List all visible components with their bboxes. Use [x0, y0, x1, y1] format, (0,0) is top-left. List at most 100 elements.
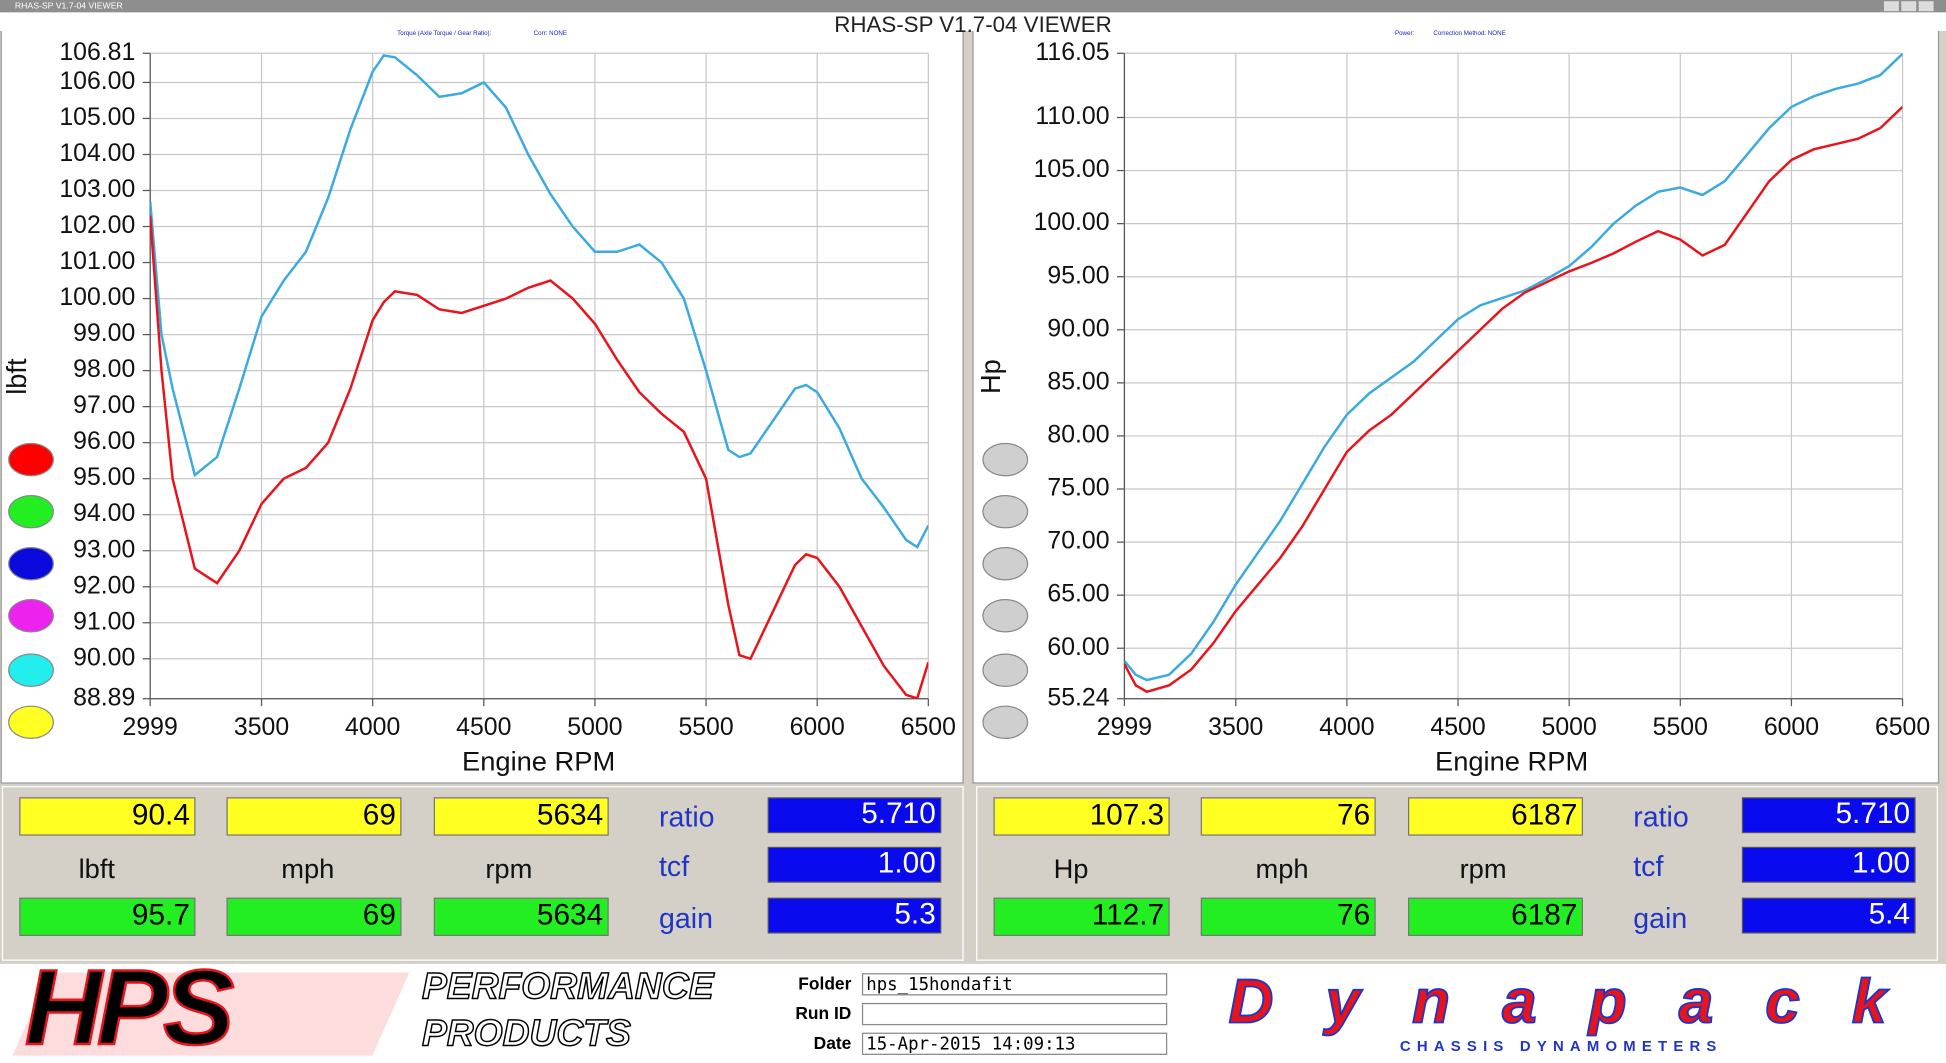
logo-shape: [12, 972, 410, 1056]
series-line: [150, 54, 929, 549]
setting-label: tcf: [659, 851, 689, 883]
y-tick-label: 104.00: [59, 140, 135, 167]
x-tick-label: 2999: [1097, 714, 1152, 741]
legend-swatches: [8, 442, 1029, 740]
y-tick-label: 98.00: [73, 356, 135, 383]
legend-swatch[interactable]: [8, 546, 54, 581]
legend-swatch[interactable]: [8, 599, 54, 633]
readout-value: 5634: [537, 899, 603, 932]
readout-box: [993, 897, 1170, 937]
y-tick-label: 70.00: [1047, 528, 1109, 555]
legend-swatch[interactable]: [982, 653, 1029, 687]
x-tick-label: 6000: [790, 714, 845, 741]
y-tick-label: 100.00: [1034, 209, 1110, 236]
window-button[interactable]: [1918, 1, 1934, 12]
field-box[interactable]: [861, 973, 1168, 996]
x-tick-label: 4000: [1319, 714, 1374, 741]
y-tick-label: 92.00: [73, 572, 135, 599]
x-tick-label: 4000: [345, 714, 400, 741]
field-label: Run ID: [795, 1003, 851, 1023]
legend-swatch[interactable]: [982, 442, 1029, 477]
x-tick-label: 6500: [1875, 714, 1930, 741]
setting-label: tcf: [1633, 851, 1663, 883]
window-button[interactable]: [1883, 1, 1899, 12]
field-box[interactable]: [861, 1002, 1168, 1026]
legend-swatch[interactable]: [982, 599, 1029, 633]
y-tick-label: 91.00: [73, 608, 135, 635]
y-tick-label: 100.00: [59, 284, 135, 311]
setting-value: 5.4: [1869, 897, 1910, 930]
chart-header: Power:: [1395, 30, 1415, 37]
series-line: [1124, 53, 1903, 682]
x-tick-label: 5000: [567, 714, 622, 741]
legend-swatch[interactable]: [8, 494, 54, 529]
readout-unit: rpm: [1460, 853, 1507, 884]
readout-value: 69: [363, 798, 396, 831]
setting-value: 5.710: [861, 797, 936, 830]
readout-box: [993, 797, 1170, 836]
window-button[interactable]: [1901, 1, 1917, 12]
y-tick-label: 106.00: [59, 68, 135, 95]
readout-box: [433, 897, 609, 937]
y-axis-label: Hp: [975, 359, 1006, 394]
readout-box: [1200, 897, 1376, 937]
logo-hps: HPS: [25, 947, 234, 1063]
header-cover: [0, 13, 1946, 31]
y-tick-label: 75.00: [1047, 475, 1109, 502]
setting-value: 5.710: [1835, 797, 1910, 830]
x-tick-label: 6500: [901, 714, 956, 741]
x-tick-label: 6000: [1764, 714, 1819, 741]
setting-value: 1.00: [878, 847, 936, 880]
readout-box: [19, 897, 196, 937]
setting-label: ratio: [1633, 801, 1689, 833]
x-tick-label: 5500: [678, 714, 733, 741]
y-tick-label: 101.00: [59, 248, 135, 275]
legend-swatch[interactable]: [982, 705, 1029, 740]
y-tick-label: 55.24: [1047, 684, 1109, 711]
y-tick-label: 116.05: [1035, 39, 1109, 66]
readout-box: [1407, 897, 1583, 937]
x-tick-label: 3500: [1208, 714, 1263, 741]
readout-value: 90.4: [132, 798, 190, 831]
readout-unit: mph: [281, 853, 334, 884]
y-tick-label: 105.00: [1034, 156, 1110, 183]
y-tick-label: 94.00: [73, 500, 135, 527]
legend-swatch[interactable]: [8, 705, 54, 740]
y-tick-label: 102.00: [59, 212, 135, 239]
x-tick-label: 2999: [123, 714, 178, 741]
logo-line: PERFORMANCE: [422, 965, 715, 1007]
readout-box: [1200, 797, 1376, 836]
legend-swatch[interactable]: [982, 494, 1029, 529]
readout-value: 69: [363, 899, 396, 932]
field-box[interactable]: [861, 1032, 1168, 1055]
setting-box: [767, 846, 942, 883]
setting-value: 5.3: [894, 897, 935, 930]
series-line: [1124, 105, 1903, 694]
readout-value: 95.7: [132, 899, 190, 932]
legend-swatch[interactable]: [8, 442, 54, 477]
readout-value: 6187: [1511, 798, 1577, 831]
readout-value: 112.7: [1092, 899, 1164, 932]
y-tick-label: 65.00: [1047, 581, 1109, 608]
y-tick-label: 110.00: [1035, 103, 1109, 130]
y-tick-label: 96.00: [73, 428, 135, 455]
window-title: RHAS-SP V1.7-04 VIEWER: [15, 0, 123, 10]
chart-header: Torque (Axle Torque / Gear Ratio):: [397, 30, 491, 37]
x-tick-label: 5000: [1542, 714, 1597, 741]
readout-box: [1407, 797, 1583, 836]
y-tick-label: 93.00: [73, 536, 135, 563]
y-tick-label: 60.00: [1047, 634, 1109, 661]
readout-unit: Hp: [1054, 853, 1089, 884]
readout-value: 76: [1337, 899, 1370, 932]
y-tick-label: 90.00: [73, 644, 135, 671]
field-value: 15-Apr-2015 14:09:13: [866, 1034, 1075, 1054]
y-tick-label: 95.00: [73, 464, 135, 491]
legend-swatch[interactable]: [982, 546, 1029, 581]
setting-box: [767, 897, 942, 934]
readout-unit: lbft: [79, 853, 116, 884]
legend-swatch[interactable]: [8, 653, 54, 687]
chart-header: Corr: NONE: [534, 30, 567, 37]
logo-tagline: CHASSIS DYNAMOMETERS: [1400, 1039, 1723, 1055]
y-tick-label: 105.00: [59, 104, 135, 131]
